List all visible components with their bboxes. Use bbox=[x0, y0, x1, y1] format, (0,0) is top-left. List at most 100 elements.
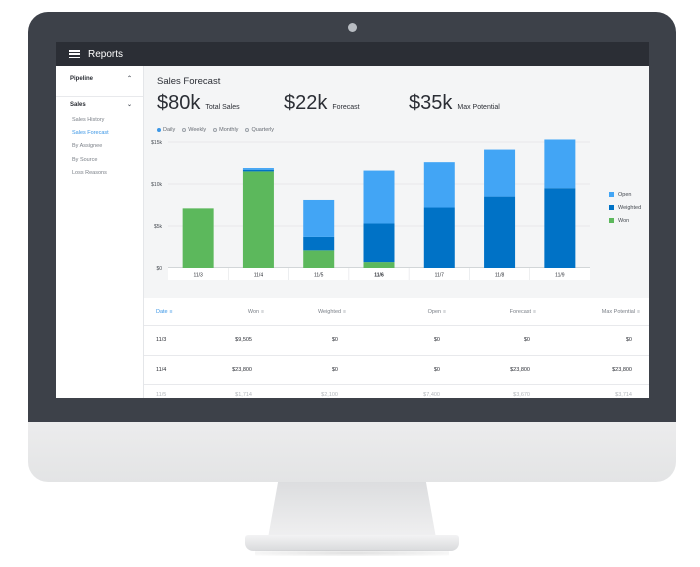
bar-segment-open bbox=[363, 170, 395, 224]
sidebar-item-sales-history[interactable]: Sales History bbox=[72, 117, 105, 123]
range-option-monthly[interactable]: Monthly bbox=[213, 127, 238, 133]
sidebar-divider bbox=[56, 96, 143, 97]
bar-segment-weighted bbox=[484, 196, 516, 268]
cell-max-potential: $3,714 bbox=[615, 392, 632, 398]
filter-icon[interactable]: ≡ bbox=[169, 308, 173, 315]
kpi-forecast: $22k Forecast bbox=[284, 92, 360, 115]
bar-segment-won bbox=[182, 208, 214, 268]
range-option-quarterly[interactable]: Quarterly bbox=[245, 127, 274, 133]
column-header-weighted[interactable]: Weighted ≡ bbox=[274, 298, 346, 325]
bar-segment-weighted bbox=[242, 169, 274, 172]
screen: Reports Pipeline ⌃ Sales ⌄ Sales History… bbox=[56, 42, 649, 398]
kpi-total-sales: $80k Total Sales bbox=[157, 92, 240, 115]
sidebar-group-label: Pipeline bbox=[70, 76, 94, 82]
y-tick-label: $10k bbox=[151, 182, 162, 188]
table-row[interactable]: 11/4 $23,800 $0 $0 $23,800 $23,800 bbox=[144, 355, 649, 385]
main-content: Sales Forecast $80k Total Sales $22k For… bbox=[144, 66, 649, 398]
sidebar-item-by-source[interactable]: By Source bbox=[72, 157, 98, 163]
column-header-max-potential[interactable]: Max Potential ≡ bbox=[544, 298, 640, 325]
chart-legend: Open Weighted Won bbox=[609, 188, 641, 227]
column-header-label: Max Potential bbox=[601, 308, 636, 315]
table-row[interactable]: 11/3 $9,505 $0 $0 $0 $0 bbox=[144, 325, 649, 356]
bar-segment-won bbox=[363, 262, 395, 268]
sidebar-group-sales[interactable]: Sales ⌄ bbox=[70, 99, 132, 111]
app-title: Reports bbox=[88, 48, 124, 60]
range-option-label: Quarterly bbox=[251, 127, 275, 133]
cell-date: 11/3 bbox=[156, 337, 167, 343]
forecast-panel: Sales Forecast $80k Total Sales $22k For… bbox=[144, 66, 649, 298]
kpi-label: Max Potential bbox=[457, 104, 500, 111]
cell-max-potential: $23,800 bbox=[612, 366, 632, 373]
cell-date: 11/5 bbox=[156, 392, 167, 398]
forecast-table: Date ≡ Won ≡ Weighted ≡ Open ≡ Forecast ≡ Max… bbox=[144, 298, 649, 398]
cell-open: $0 bbox=[433, 366, 440, 373]
filter-icon[interactable]: ≡ bbox=[261, 308, 264, 315]
kpi-label: Total Sales bbox=[205, 104, 240, 111]
monitor-stand-neck bbox=[268, 482, 436, 538]
x-tick-label: 11/3 bbox=[193, 273, 203, 279]
page-title: Sales Forecast bbox=[157, 76, 221, 87]
cell-won: $23,800 bbox=[232, 366, 252, 373]
monitor-chin bbox=[28, 422, 676, 482]
kpi-value: $22k bbox=[284, 92, 328, 114]
sidebar-item-sales-forecast[interactable]: Sales Forecast bbox=[72, 130, 109, 136]
filter-icon[interactable]: ≡ bbox=[533, 308, 536, 315]
column-header-date[interactable]: Date ≡ bbox=[156, 298, 216, 325]
radio-checked-icon bbox=[157, 128, 161, 132]
cell-date: 11/4 bbox=[156, 366, 167, 373]
x-tick-label: 11/7 bbox=[435, 273, 445, 279]
kpi-value: $35k bbox=[409, 92, 453, 114]
column-header-open[interactable]: Open ≡ bbox=[374, 298, 446, 325]
webcam-icon bbox=[348, 23, 357, 32]
hamburger-menu-icon[interactable] bbox=[69, 50, 80, 58]
app-header: Reports bbox=[56, 42, 649, 66]
y-tick-label: $0 bbox=[156, 266, 162, 272]
cell-forecast: $3,670 bbox=[513, 392, 530, 398]
legend-label: Won bbox=[618, 217, 630, 224]
radio-unchecked-icon bbox=[182, 128, 187, 132]
kpi-value: $80k bbox=[157, 92, 201, 114]
bar-segment-weighted bbox=[303, 236, 335, 251]
cell-weighted: $2,100 bbox=[321, 392, 338, 398]
bar-segment-open bbox=[484, 149, 516, 197]
x-axis-band bbox=[168, 268, 590, 280]
cell-weighted: $0 bbox=[331, 366, 338, 373]
radio-unchecked-icon bbox=[213, 128, 218, 132]
chevron-up-icon: ⌃ bbox=[126, 76, 132, 82]
kpi-max-potential: $35k Max Potential bbox=[409, 92, 500, 115]
range-option-daily[interactable]: Daily bbox=[157, 127, 175, 133]
cell-max-potential: $0 bbox=[625, 337, 632, 343]
bar-segment-won bbox=[242, 171, 274, 268]
x-tick-label: 11/9 bbox=[555, 273, 565, 279]
legend-item-open: Open bbox=[609, 188, 641, 201]
column-header-label: Open bbox=[427, 308, 442, 315]
cell-forecast: $0 bbox=[523, 337, 530, 343]
y-tick-label: $15k bbox=[151, 140, 162, 146]
legend-item-weighted: Weighted bbox=[609, 201, 641, 214]
sidebar-item-by-assignee[interactable]: By Assignee bbox=[72, 143, 103, 149]
y-tick-label: $5k bbox=[154, 224, 163, 230]
bar-segment-open bbox=[242, 168, 274, 170]
legend-label: Weighted bbox=[618, 204, 642, 211]
column-header-won[interactable]: Won ≡ bbox=[194, 298, 264, 325]
cell-open: $0 bbox=[433, 337, 440, 343]
forecast-bar-chart: $0 $5k $10k $15k 11/3 11/4 11/5 11/6 11/7 11/8 11/… bbox=[151, 139, 590, 280]
filter-icon[interactable]: ≡ bbox=[443, 308, 446, 315]
bar-segment-open bbox=[544, 139, 576, 189]
bar-segment-won bbox=[303, 250, 335, 268]
x-tick-label: 11/5 bbox=[314, 273, 324, 279]
legend-item-won: Won bbox=[609, 214, 641, 227]
sidebar-group-label: Sales bbox=[70, 102, 86, 108]
sidebar-item-loss-reasons[interactable]: Loss Reasons bbox=[72, 170, 107, 176]
cell-weighted: $0 bbox=[331, 337, 338, 343]
legend-swatch bbox=[609, 205, 614, 210]
range-option-weekly[interactable]: Weekly bbox=[182, 127, 206, 133]
table-row[interactable]: 11/5 $1,714 $2,100 $7,400 $3,670 $3,714 bbox=[144, 384, 649, 398]
filter-icon[interactable]: ≡ bbox=[637, 308, 640, 315]
sidebar-group-pipeline[interactable]: Pipeline ⌃ bbox=[70, 73, 132, 85]
column-header-label: Won bbox=[247, 308, 260, 315]
filter-icon[interactable]: ≡ bbox=[343, 308, 346, 315]
column-header-forecast[interactable]: Forecast ≡ bbox=[454, 298, 536, 325]
cell-forecast: $23,800 bbox=[510, 366, 530, 373]
x-tick-label: 11/8 bbox=[495, 273, 505, 279]
